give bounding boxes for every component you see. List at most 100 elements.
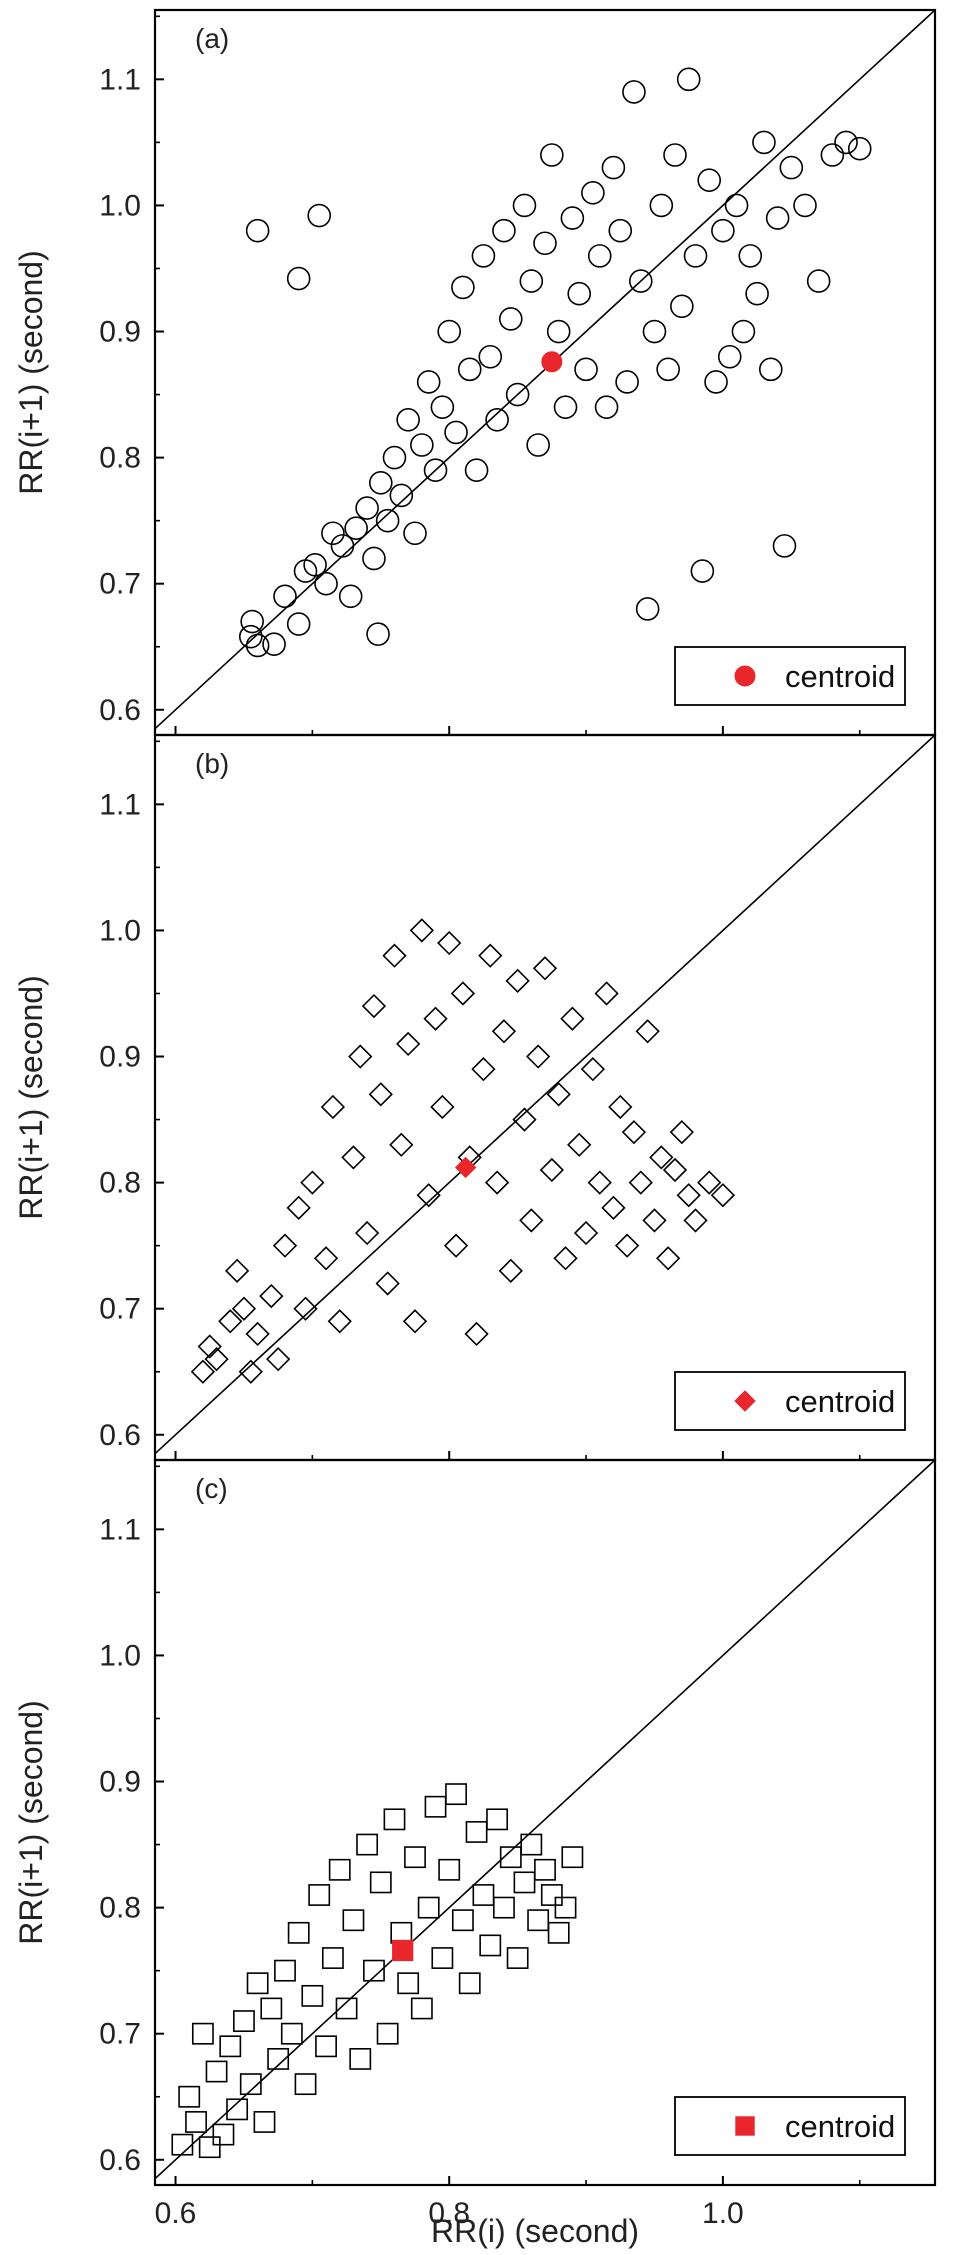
data-point (649, 1145, 674, 1170)
data-point (465, 1821, 488, 1843)
data-point (409, 918, 434, 943)
panel-label: (b) (195, 748, 229, 779)
data-point (642, 319, 667, 344)
data-point (540, 1884, 563, 1906)
y-tick-label: 0.9 (99, 1766, 141, 1799)
y-tick-label: 0.9 (99, 316, 141, 349)
data-point (520, 1833, 543, 1856)
data-point (587, 244, 612, 268)
data-point (330, 534, 355, 558)
data-point (239, 2073, 262, 2096)
data-point (471, 1056, 496, 1082)
data-point (204, 1346, 229, 1372)
data-point (532, 956, 558, 981)
legend-label: centroid (785, 659, 895, 694)
data-point (628, 269, 653, 293)
data-point (608, 1094, 633, 1120)
legend-centroid-marker (735, 2116, 755, 2136)
data-point (676, 1183, 701, 1208)
data-point (327, 1309, 352, 1334)
data-point (402, 1309, 428, 1334)
data-point (185, 2111, 207, 2133)
data-point (717, 344, 742, 369)
data-point (834, 130, 858, 155)
data-point (560, 206, 585, 230)
data-point (506, 1947, 529, 1969)
data-point (443, 1233, 469, 1258)
x-tick-label: 1.0 (702, 2197, 744, 2230)
data-point (266, 1346, 291, 1372)
data-point (567, 281, 592, 306)
data-point (479, 1934, 502, 1957)
data-point (697, 1170, 722, 1195)
data-point (438, 1858, 461, 1881)
plot-frame (153, 1458, 937, 2187)
data-point (212, 2123, 235, 2146)
data-point (348, 1044, 373, 1069)
data-point (338, 584, 363, 609)
data-point (683, 244, 708, 268)
data-point (383, 1808, 406, 1831)
data-point (314, 571, 338, 596)
data-point (286, 266, 311, 291)
data-point (238, 1359, 263, 1384)
data-point (642, 1208, 667, 1233)
data-point (437, 319, 462, 344)
data-point (231, 1296, 257, 1321)
data-point (361, 993, 387, 1019)
data-point (321, 521, 345, 546)
data-point (628, 1170, 653, 1195)
y-tick-label: 1.1 (99, 1513, 141, 1546)
data-point (614, 1233, 640, 1258)
data-point (464, 1321, 489, 1347)
data-point (274, 1959, 296, 1982)
data-point (308, 1884, 331, 1906)
y-tick-label: 0.8 (99, 442, 141, 475)
y-tick-label: 1.0 (99, 1639, 141, 1672)
data-point (670, 294, 694, 319)
panel-c: 0.6 0.7 0.8 0.9 1.0 1.1 0.6 0.8 1.0 (c) RR(i+1) (s… (13, 1458, 937, 2230)
legend: centroid (674, 2096, 906, 2156)
data-point (546, 1082, 571, 1107)
data-point (485, 407, 509, 432)
data-point (226, 2098, 249, 2121)
data-point (663, 143, 687, 167)
data-point (491, 1019, 517, 1044)
data-point (272, 1233, 298, 1258)
data-point (171, 2133, 194, 2156)
data-point (342, 1909, 365, 1932)
data-point (219, 2035, 242, 2058)
data-point (561, 1846, 584, 1869)
data-point (362, 546, 386, 571)
data-point (396, 407, 420, 432)
data-point (300, 1170, 325, 1195)
data-point (356, 1833, 379, 1856)
data-point (711, 218, 735, 243)
data-point (587, 1170, 612, 1195)
data-point (301, 1984, 324, 2007)
data-point (259, 1283, 284, 1309)
data-point (738, 244, 763, 268)
data-point (363, 1959, 385, 1982)
data-point (341, 1145, 366, 1170)
data-point (410, 1997, 433, 2020)
data-point (190, 1359, 216, 1384)
data-points (238, 67, 872, 658)
y-axis-title: RR(i+1) (second) (13, 250, 49, 495)
data-point (554, 1896, 577, 1919)
legend-box (674, 2096, 906, 2156)
data-point (546, 319, 571, 344)
data-point (498, 307, 523, 331)
data-point (191, 2022, 214, 2045)
data-point (366, 622, 390, 646)
data-point (403, 521, 427, 546)
data-point (533, 231, 557, 256)
data-point (315, 2035, 337, 2058)
data-point (246, 1972, 269, 1995)
y-axis-title: RR(i+1) (second) (13, 1700, 49, 1945)
identity-line (155, 735, 935, 1455)
data-point (621, 1120, 647, 1145)
data-point (493, 1896, 515, 1919)
legend-centroid-marker (734, 665, 756, 687)
data-point (567, 1132, 592, 1157)
